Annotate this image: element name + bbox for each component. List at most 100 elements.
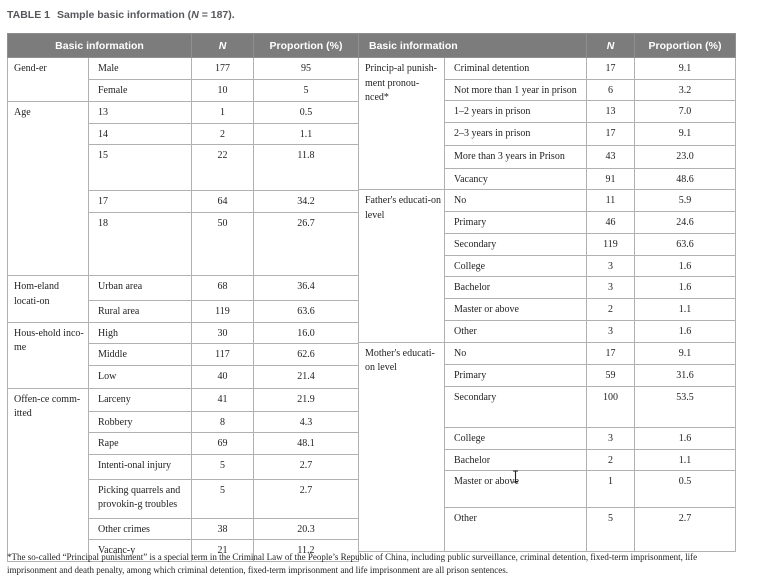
item-label-cell: Vacanc-y [88, 539, 192, 562]
n-value-cell: 3 [586, 254, 635, 277]
item-label-cell: Vacancy [444, 167, 587, 190]
proportion-value-cell: 0.5 [634, 470, 736, 508]
item-label-cell: Not more than 1 year in prison [444, 78, 587, 101]
proportion-value-cell: 1.1 [634, 298, 736, 321]
table-number: TABLE 1 [7, 9, 50, 21]
table-row: Master or above 2 1.1 [359, 298, 736, 321]
proportion-value-cell: 62.6 [253, 343, 359, 366]
n-value-cell: 38 [191, 517, 254, 540]
table-row: Primary 59 31.6 [359, 363, 736, 387]
caption-prefix: Sample basic information ( [56, 9, 192, 21]
item-label-cell: 2–3 years in prison [444, 121, 587, 146]
item-label-cell: Bachelor [444, 276, 587, 299]
item-label-cell: Urban area [88, 275, 192, 301]
n-value-cell: 64 [191, 190, 254, 213]
item-label-cell: Intenti-onal injury [88, 453, 192, 480]
n-value-cell: 17 [586, 57, 635, 80]
table-row: Vacancy 91 48.6 [359, 167, 736, 190]
proportion-value-cell: 1.6 [634, 276, 736, 299]
left-header-proportion: Proportion (%) [253, 33, 359, 58]
item-label-cell: Secondary [444, 385, 587, 428]
proportion-value-cell: 31.6 [634, 363, 736, 387]
item-label-cell: Rape [88, 432, 192, 455]
left-table: Basic information N Proportion (%) Gend-… [7, 33, 359, 562]
n-value-cell: 17 [586, 341, 635, 365]
n-value-cell: 177 [191, 57, 254, 80]
item-label-cell: 17 [88, 190, 192, 213]
table-row: Female 10 5 [8, 79, 359, 102]
right-header-basic-information: Basic information [358, 33, 587, 58]
n-value-cell: 8 [191, 410, 254, 433]
proportion-value-cell: 7.0 [634, 100, 736, 123]
right-table: Basic information N Proportion (%) Princ… [358, 33, 736, 552]
proportion-value-cell: 36.4 [253, 275, 359, 301]
table-row: 17 64 34.2 [8, 190, 359, 213]
item-label-cell: Rural area [88, 300, 192, 323]
table-caption: TABLE 1 Sample basic information (N = 187… [7, 9, 747, 21]
left-header-basic-information: Basic information [7, 33, 192, 58]
n-value-cell: 30 [191, 321, 254, 344]
n-value-cell: 5 [586, 507, 635, 552]
item-label-cell: Female [88, 79, 192, 102]
table-row: Other 5 2.7 [359, 507, 736, 552]
item-label-cell: Other [444, 320, 587, 343]
item-label-cell: 18 [88, 212, 192, 276]
n-value-cell: 3 [586, 320, 635, 343]
footnote-line-1: *The so-called “Principal punishment” is… [7, 552, 698, 562]
proportion-value-cell: 1.6 [634, 320, 736, 343]
table-row: Princip-al punish-ment pronou-nced* Crimi… [358, 57, 736, 190]
category-cell: Offen-ce comm-itted [7, 387, 89, 562]
n-value-cell: 41 [191, 387, 254, 412]
proportion-value-cell: 53.5 [634, 385, 736, 428]
item-label-cell: Other crimes [88, 517, 192, 540]
left-header-n: N [191, 33, 254, 58]
proportion-value-cell: 63.6 [253, 300, 359, 323]
proportion-value-cell: 9.1 [634, 341, 736, 365]
table-row: Not more than 1 year in prison 6 3.2 [359, 78, 736, 101]
item-label-cell: Primary [444, 363, 587, 387]
table-row: Hous-ehold inco-me High 30 16.0 [7, 321, 359, 389]
table-footnote: *The so-called “Principal punishment” is… [7, 551, 757, 576]
n-value-cell: 22 [191, 144, 254, 191]
n-value-cell: 5 [191, 453, 254, 480]
proportion-value-cell: 11.8 [253, 144, 359, 191]
table-row: College 3 1.6 [359, 426, 736, 450]
proportion-value-cell: 5 [253, 79, 359, 102]
n-value-cell: 50 [191, 212, 254, 276]
n-value-cell: 119 [191, 300, 254, 323]
n-value-cell: 13 [586, 100, 635, 123]
table-row: Age 13 1 0.5 [7, 100, 359, 276]
text-cursor-icon [512, 470, 519, 483]
table-row: Intenti-onal injury 5 2.7 [8, 453, 359, 480]
item-label-cell: No [444, 189, 587, 212]
proportion-value-cell: 9.1 [634, 121, 736, 146]
table-row: Father's educati-on level No 11 5.9 [358, 189, 736, 343]
proportion-value-cell: 48.6 [634, 167, 736, 190]
item-label-cell: Picking quarrels and provokin-g troubles [88, 478, 192, 519]
proportion-value-cell: 48.1 [253, 432, 359, 455]
item-label-cell: 13 [88, 100, 192, 124]
proportion-value-cell: 24.6 [634, 210, 736, 234]
proportion-value-cell: 0.5 [253, 100, 359, 124]
caption-suffix: = 187). [198, 9, 235, 21]
item-label-cell: Other [444, 507, 587, 552]
proportion-value-cell: 34.2 [253, 190, 359, 213]
proportion-value-cell: 1.1 [253, 122, 359, 145]
proportion-value-cell: 2.7 [634, 507, 736, 552]
n-value-cell: 91 [586, 167, 635, 190]
item-label-cell: Criminal detention [444, 57, 587, 80]
proportion-value-cell: 1.6 [634, 426, 736, 450]
category-cell: Hom-eland locati-on [7, 275, 89, 323]
proportion-value-cell: 3.2 [634, 78, 736, 101]
category-cell: Gend-er [7, 57, 89, 102]
n-value-cell: 2 [586, 448, 635, 471]
table-row: Secondary 100 53.5 [359, 385, 736, 428]
caption-text: Sample basic information (N = 187). [57, 9, 235, 21]
item-label-cell: No [444, 341, 587, 365]
sample-basic-information-table: Basic information N Proportion (%) Gend-… [7, 33, 736, 562]
item-label-cell: College [444, 426, 587, 450]
n-value-cell: 5 [191, 478, 254, 519]
n-value-cell: 43 [586, 144, 635, 169]
proportion-value-cell: 16.0 [253, 321, 359, 344]
n-value-cell: 59 [586, 363, 635, 387]
